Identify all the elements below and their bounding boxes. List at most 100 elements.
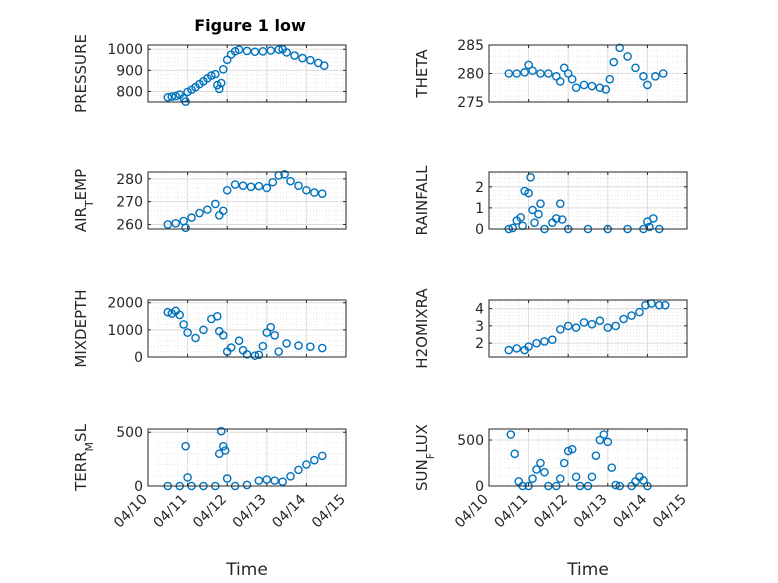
data-point <box>262 183 272 193</box>
data-point <box>254 350 264 360</box>
data-point <box>310 188 319 197</box>
data-point <box>262 328 272 337</box>
data-point <box>238 181 248 190</box>
data-point <box>603 437 613 447</box>
data-point <box>254 476 264 485</box>
data-point <box>175 310 184 320</box>
y-axis-label: H2OMIXRA <box>413 288 431 369</box>
data-point <box>278 477 287 486</box>
data-point <box>250 47 260 57</box>
data-point <box>540 337 549 346</box>
data-point <box>317 343 327 353</box>
data-point <box>563 69 573 78</box>
x-tick-label: 04/12 <box>531 492 571 532</box>
data-point <box>181 223 190 233</box>
data-point <box>211 199 220 209</box>
data-point <box>639 476 648 485</box>
data-point <box>599 430 609 439</box>
data-point <box>183 473 192 482</box>
data-point <box>563 446 573 456</box>
data-point <box>512 344 522 353</box>
axes-box <box>147 44 347 103</box>
y-tick-label: 0 <box>475 479 484 495</box>
data-point <box>567 444 577 454</box>
data-point <box>571 323 581 332</box>
data-point <box>510 449 520 459</box>
data-point <box>274 45 283 54</box>
data-point <box>512 69 522 78</box>
y-tick-label: 270 <box>116 195 143 211</box>
data-point <box>603 323 613 332</box>
data-point <box>183 328 192 337</box>
y-tick-label: 0 <box>134 479 143 495</box>
data-point <box>643 80 652 90</box>
data-point <box>191 333 200 343</box>
data-point <box>250 351 260 360</box>
data-point <box>534 209 543 219</box>
data-point <box>230 47 240 56</box>
axes-box <box>488 171 688 230</box>
x-tick-label: 04/13 <box>230 492 270 532</box>
data-point <box>516 213 525 222</box>
data-point <box>199 325 208 335</box>
y-axis-label: RAINFALL <box>413 165 431 236</box>
data-point <box>540 467 549 477</box>
data-point <box>282 48 291 57</box>
data-point <box>555 199 565 208</box>
data-point <box>579 80 589 90</box>
subplot-rainfall: 0 1 2 RAINFALL <box>413 165 688 238</box>
data-point <box>246 182 256 192</box>
y-tick-label: 1000 <box>107 42 143 58</box>
y-tick-label: 0 <box>134 350 143 366</box>
y-tick-label: 3 <box>475 319 484 335</box>
data-point <box>504 345 514 355</box>
data-point <box>222 55 232 65</box>
data-point <box>167 92 177 102</box>
y-axis-label: PRESSURE <box>72 34 90 113</box>
data-point <box>607 463 617 472</box>
data-point <box>619 314 628 324</box>
y-tick-label: 2 <box>475 180 484 196</box>
data-point <box>548 335 557 345</box>
axes-box <box>147 428 347 487</box>
y-tick-label: 0 <box>475 222 484 238</box>
data-point <box>163 220 173 229</box>
data-point <box>611 321 621 331</box>
data-point <box>504 69 514 78</box>
subplot-h2omixra: 234 H2OMIXRA <box>413 288 688 369</box>
data-point <box>595 435 605 445</box>
data-point <box>212 311 222 321</box>
y-axis-label: MIXDEPTH <box>72 289 90 367</box>
data-point <box>528 474 537 483</box>
x-tick-label: 04/15 <box>309 492 349 532</box>
data-point <box>536 69 545 78</box>
data-point <box>181 441 190 451</box>
data-point <box>587 81 597 91</box>
data-point <box>216 426 226 436</box>
y-tick-label: 285 <box>457 38 484 54</box>
data-point <box>658 69 668 78</box>
data-point <box>587 319 597 329</box>
y-tick-label: 280 <box>116 172 143 188</box>
axes-box <box>147 299 347 358</box>
data-point <box>555 325 565 334</box>
y-axis-label: TERRMSL <box>72 423 96 492</box>
data-point <box>179 320 188 329</box>
data-point <box>591 451 601 460</box>
y-axis-label: THETA <box>413 49 431 99</box>
data-point <box>651 72 660 81</box>
data-point <box>532 465 541 474</box>
data-point <box>319 61 329 70</box>
data-point <box>555 474 565 483</box>
y-tick-label: 900 <box>116 63 143 79</box>
x-tick-label: 04/13 <box>571 492 611 532</box>
data-point <box>195 208 204 218</box>
data-point <box>203 205 212 214</box>
y-tick-label: 800 <box>116 84 143 100</box>
x-tick-label: 04/15 <box>650 492 690 532</box>
data-point <box>528 66 537 75</box>
subplot-theta: 275 280 285 THETA <box>413 38 688 111</box>
data-point <box>242 480 252 490</box>
